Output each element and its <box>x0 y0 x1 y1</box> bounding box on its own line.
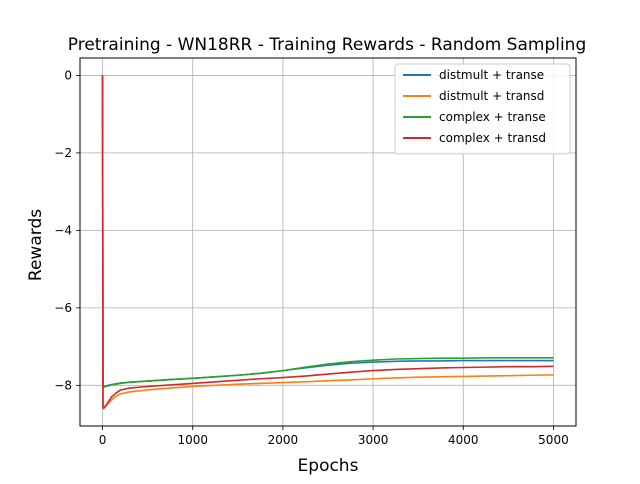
x-tick-label: 5000 <box>538 433 569 447</box>
legend-label-1: distmult + transe <box>439 68 544 82</box>
x-tick-label: 2000 <box>268 433 299 447</box>
y-tick-label: −6 <box>54 301 72 315</box>
series-line-2 <box>101 75 554 410</box>
y-tick-label: 0 <box>64 68 72 82</box>
x-tick-label: 0 <box>99 433 107 447</box>
x-tick-label: 1000 <box>177 433 208 447</box>
x-tick-label: 3000 <box>358 433 389 447</box>
x-axis-label: Epochs <box>298 456 359 476</box>
y-tick-label: −8 <box>54 378 72 392</box>
axis-ticks: 0 1000 2000 3000 4000 5000 0 −2 −4 −6 −8 <box>54 68 568 447</box>
y-tick-label: −4 <box>54 223 72 237</box>
y-tick-label: −2 <box>54 146 72 160</box>
plot-frame <box>79 57 577 427</box>
y-axis-label: Rewards <box>26 209 46 281</box>
legend: distmult + transe distmult + transd comple… <box>394 63 571 155</box>
grid-lines <box>80 58 576 426</box>
legend-label-2: distmult + transd <box>439 89 544 103</box>
series-line-3 <box>101 75 554 389</box>
legend-label-4: complex + transd <box>439 131 546 145</box>
chart-title: Pretraining - WN18RR - Training Rewards … <box>68 35 587 55</box>
series-lines <box>101 75 554 410</box>
legend-label-3: complex + transe <box>439 110 546 124</box>
legend-box <box>394 63 571 155</box>
series-line-4 <box>101 75 554 410</box>
x-tick-label: 4000 <box>448 433 479 447</box>
